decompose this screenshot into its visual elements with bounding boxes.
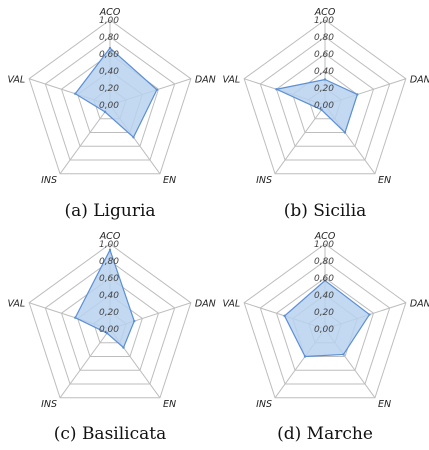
grid-ring [275, 277, 375, 371]
data-point-ins [303, 355, 307, 358]
tick-label: 0,60 [314, 50, 334, 60]
tick-label: 0,40 [99, 291, 119, 301]
panel-caption: (a) Liguria [64, 201, 155, 221]
axis-label-val: VAL [8, 75, 26, 86]
axis-label-aco: ACO [99, 7, 121, 18]
axis-label-dan: DAN [410, 299, 429, 310]
data-point-en [122, 346, 125, 349]
data-point-val [74, 316, 77, 319]
grid-ring [243, 243, 407, 399]
axis-label-ins: INS [256, 175, 272, 186]
grid-ring [28, 19, 192, 175]
data-point-aco [108, 248, 112, 252]
data-point-en [132, 136, 135, 139]
data-series-area [274, 78, 359, 134]
data-point-val [275, 88, 278, 91]
grid-ring [44, 260, 176, 385]
data-series-area [283, 279, 371, 358]
axis-label-dan: DAN [195, 299, 216, 310]
axis-label-val: VAL [223, 75, 241, 86]
data-point-en [342, 353, 345, 356]
axis-label-en: EN [378, 175, 391, 186]
tick-label: 0,40 [314, 67, 334, 77]
data-point-ins [320, 108, 323, 112]
axis-label-aco: ACO [314, 231, 336, 242]
tick-label: 0,00 [99, 325, 119, 335]
tick-label: 0,00 [99, 101, 119, 111]
tick-label: 0,60 [314, 274, 334, 284]
tick-label: 0,20 [314, 84, 334, 94]
data-point-dan [155, 88, 159, 91]
axis-label-dan: DAN [410, 75, 429, 86]
grid-spoke [274, 104, 326, 175]
tick-label: 0,20 [314, 308, 334, 318]
data-point-dan [133, 319, 136, 323]
axis-label-val: VAL [8, 299, 26, 310]
axis-label-aco: ACO [99, 231, 121, 242]
tick-label: 0,20 [99, 84, 119, 94]
data-series-area [74, 47, 158, 139]
axis-label-en: EN [163, 175, 176, 186]
data-point-dan [356, 93, 359, 96]
panel-caption: (d) Marche [277, 424, 373, 444]
grid-spoke [59, 328, 111, 399]
tick-label: 0,00 [314, 101, 334, 111]
data-point-en [343, 131, 347, 134]
data-point-ins [103, 110, 107, 114]
axis-label-ins: INS [256, 399, 272, 410]
data-series-area [74, 248, 135, 349]
grid-spoke [59, 104, 111, 175]
tick-label: 1,00 [99, 240, 119, 250]
tick-label: 1,00 [314, 240, 334, 250]
data-point-aco [108, 46, 112, 50]
axis-label-ins: INS [41, 399, 57, 410]
data-point-aco [323, 279, 327, 282]
axis-label-ins: INS [41, 175, 57, 186]
tick-label: 0,20 [99, 308, 119, 318]
data-point-val [283, 314, 286, 318]
tick-label: 0,60 [99, 50, 119, 60]
axis-label-en: EN [378, 399, 391, 410]
grid-ring [44, 36, 176, 161]
data-point-ins [105, 331, 109, 335]
grid-ring [28, 243, 192, 399]
grid-ring [275, 53, 375, 147]
tick-label: 0,40 [99, 67, 119, 77]
grid-ring [60, 277, 160, 371]
panel-caption: (b) Sicilia [284, 201, 367, 221]
data-point-aco [323, 78, 327, 81]
panel-caption: (c) Basilicata [54, 424, 166, 444]
axis-label-aco: ACO [314, 7, 336, 18]
grid-ring [259, 36, 391, 161]
data-point-val [74, 92, 77, 95]
tick-label: 0,60 [99, 274, 119, 284]
tick-label: 0,80 [314, 257, 334, 267]
tick-label: 0,80 [99, 257, 119, 267]
tick-label: 0,40 [314, 291, 334, 301]
axis-label-val: VAL [223, 299, 241, 310]
axis-label-en: EN [163, 399, 176, 410]
tick-label: 1,00 [99, 16, 119, 26]
data-point-dan [368, 313, 371, 316]
tick-label: 0,80 [314, 33, 334, 43]
grid-ring [259, 260, 391, 385]
grid-ring [243, 19, 407, 175]
tick-label: 0,00 [314, 325, 334, 335]
tick-label: 1,00 [314, 16, 334, 26]
tick-label: 0,80 [99, 33, 119, 43]
axis-label-dan: DAN [195, 75, 216, 86]
